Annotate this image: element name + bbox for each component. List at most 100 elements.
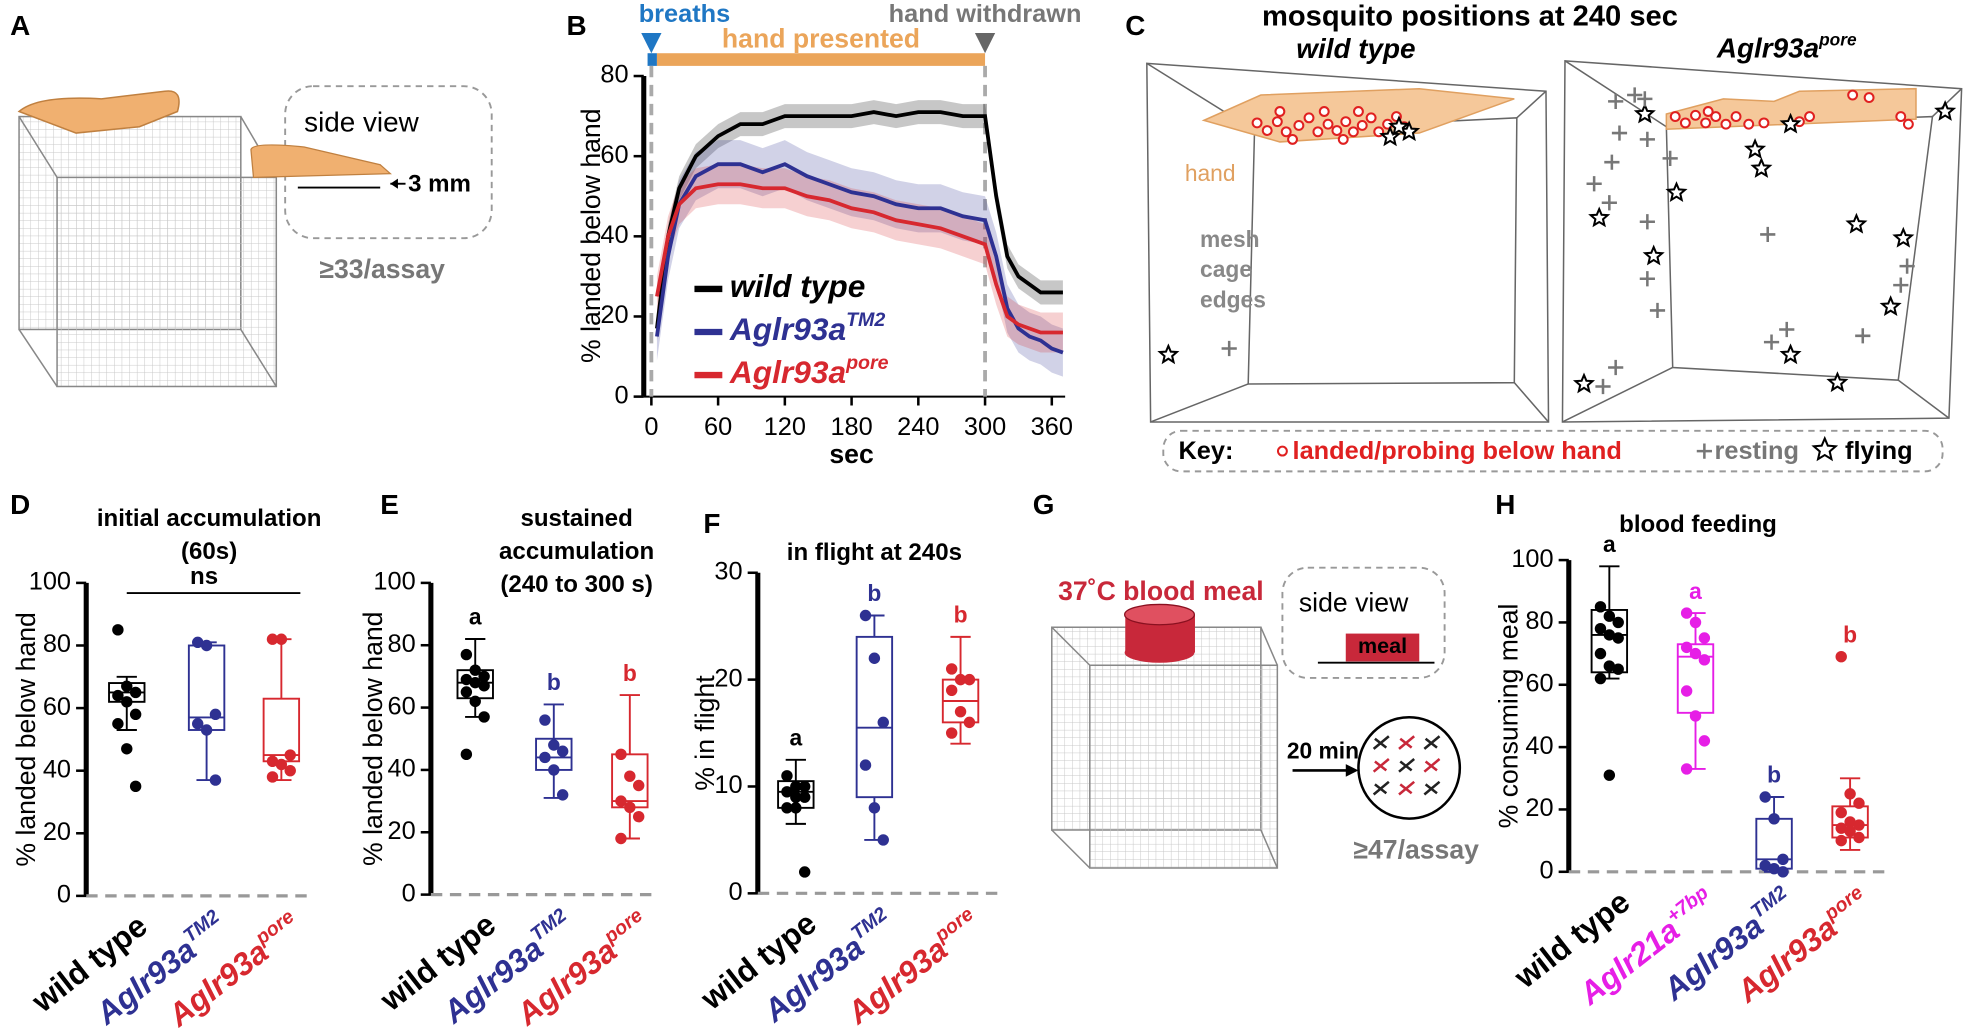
y-tick-label: 10: [714, 771, 742, 799]
data-point: [121, 680, 133, 692]
significance-letter: a: [789, 725, 802, 751]
x-tick-label: 240: [897, 413, 939, 441]
y-tick-label: 40: [1525, 732, 1553, 760]
data-point: [781, 770, 793, 782]
data-point: [798, 780, 811, 793]
data-point: [859, 609, 872, 622]
blood-meal-title: 37˚C blood meal: [1058, 576, 1264, 606]
panel-letter: A: [10, 10, 30, 41]
resting-marker: [1649, 302, 1666, 319]
landed-marker: [1251, 117, 1263, 129]
flying-marker: [1157, 343, 1180, 365]
landed-marker: [1895, 111, 1907, 123]
y-tick-label: 60: [43, 693, 71, 721]
data-point: [1768, 862, 1780, 875]
meal-label: meal: [1358, 634, 1407, 658]
y-tick-label: 0: [402, 879, 416, 907]
data-point: [1603, 610, 1616, 622]
data-point: [1759, 859, 1771, 872]
landed-marker: [1700, 117, 1712, 129]
data-point: [275, 758, 288, 771]
data-point: [129, 780, 142, 793]
mosquito-icon: [1398, 758, 1416, 773]
cage-title-main: Aglr93a: [1716, 33, 1819, 64]
data-point: [868, 652, 881, 664]
resting-marker: [1221, 340, 1237, 357]
data-point: [954, 673, 967, 686]
count-label: ≥47/assay: [1353, 835, 1479, 865]
positions-title: mosquito positions at 240 sec: [1262, 0, 1678, 32]
data-point: [945, 684, 958, 697]
mesh-label: mesh: [1200, 226, 1260, 252]
data-point: [963, 673, 976, 686]
data-point: [209, 774, 222, 786]
y-tick-label: 60: [600, 141, 628, 169]
landed-marker: [1710, 111, 1722, 123]
data-point: [539, 751, 551, 764]
landed-marker: [1902, 118, 1914, 130]
data-point: [798, 791, 811, 803]
data-point: [112, 624, 124, 636]
significance-letter: b: [1843, 621, 1857, 647]
data-point: [1835, 822, 1847, 834]
y-tick-label: 100: [1511, 545, 1553, 573]
x-tick-label: 60: [704, 413, 732, 441]
flying-marker: [1665, 181, 1688, 202]
landed-marker: [1863, 92, 1875, 104]
landed-marker: [1743, 118, 1755, 130]
data-point: [1612, 632, 1624, 644]
data-point: [624, 801, 636, 814]
resting-marker: [1763, 334, 1780, 350]
data-point: [632, 810, 645, 823]
flying-marker: [1879, 295, 1902, 317]
data-point: [877, 834, 889, 846]
flying-marker: [1379, 125, 1402, 147]
data-point: [1853, 819, 1865, 831]
chart-title: sustained: [520, 505, 632, 532]
landed-marker: [1340, 116, 1352, 128]
y-tick-label: 20: [714, 664, 742, 692]
legend-label: Aglr93aTM2: [729, 309, 885, 347]
legend-label: Aglr93apore: [729, 352, 889, 390]
cage-a: [17, 90, 278, 388]
y-axis-label: % landed below hand: [11, 612, 41, 866]
y-tick-label: 80: [387, 630, 415, 658]
data-point: [460, 673, 473, 686]
landed-marker: [1720, 118, 1732, 130]
resting-marker: [1608, 359, 1624, 376]
mosquito-icon: [1398, 735, 1416, 750]
x-tick-label: 120: [764, 413, 806, 441]
landed-marker: [1847, 89, 1859, 101]
y-tick-label: 80: [43, 630, 71, 658]
data-point: [1835, 651, 1847, 663]
resting-marker: [1601, 195, 1617, 211]
landed-marker: [1337, 133, 1349, 145]
flying-marker: [1744, 138, 1767, 159]
data-point: [1777, 853, 1789, 866]
resting-marker: [1855, 328, 1871, 344]
significance-letter: b: [1767, 762, 1781, 788]
count-label: ≥33/assay: [319, 254, 445, 284]
resting-marker: [1595, 378, 1611, 395]
data-point: [469, 664, 481, 676]
x-tick-label: 360: [1031, 413, 1073, 441]
panel-letter: D: [10, 489, 30, 520]
y-axis-label: % in flight: [690, 675, 720, 791]
data-point: [1689, 710, 1702, 722]
chart-title: blood feeding: [1619, 511, 1777, 538]
data-point: [200, 639, 213, 652]
panel-letter: C: [1125, 10, 1145, 41]
hand-label: hand: [1185, 160, 1236, 186]
data-point: [1844, 788, 1856, 800]
data-point: [112, 718, 124, 730]
y-tick-label: 100: [29, 568, 71, 596]
key-title: Key:: [1179, 437, 1234, 465]
legend-label-main: Aglr93a: [729, 311, 846, 347]
resting-marker: [1586, 176, 1602, 192]
resting-marker: [1696, 443, 1712, 459]
legend-label: wild type: [730, 268, 865, 304]
data-point: [632, 779, 645, 792]
resting-marker: [1627, 87, 1643, 103]
mosquito-icon: [1423, 735, 1441, 750]
mesh-label: cage: [1200, 256, 1252, 282]
